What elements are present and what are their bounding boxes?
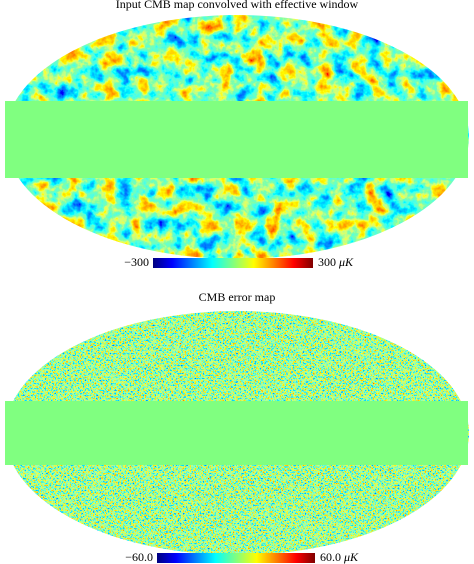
galactic-mask <box>5 401 468 465</box>
colorbar-label: −300 <box>124 255 149 269</box>
map-title: Input CMB map convolved with effective w… <box>116 0 359 11</box>
galactic-mask <box>5 101 468 178</box>
colorbar-unit: μK <box>338 255 354 269</box>
colorbar-unit: μK <box>343 550 359 564</box>
colorbar-label: −60.0 <box>125 550 153 564</box>
map-title: CMB error map <box>199 290 276 304</box>
colorbar-label: 300 <box>318 255 336 269</box>
colorbar <box>153 258 313 268</box>
colorbar <box>157 553 315 563</box>
colorbar-label: 60.0 <box>320 550 341 564</box>
